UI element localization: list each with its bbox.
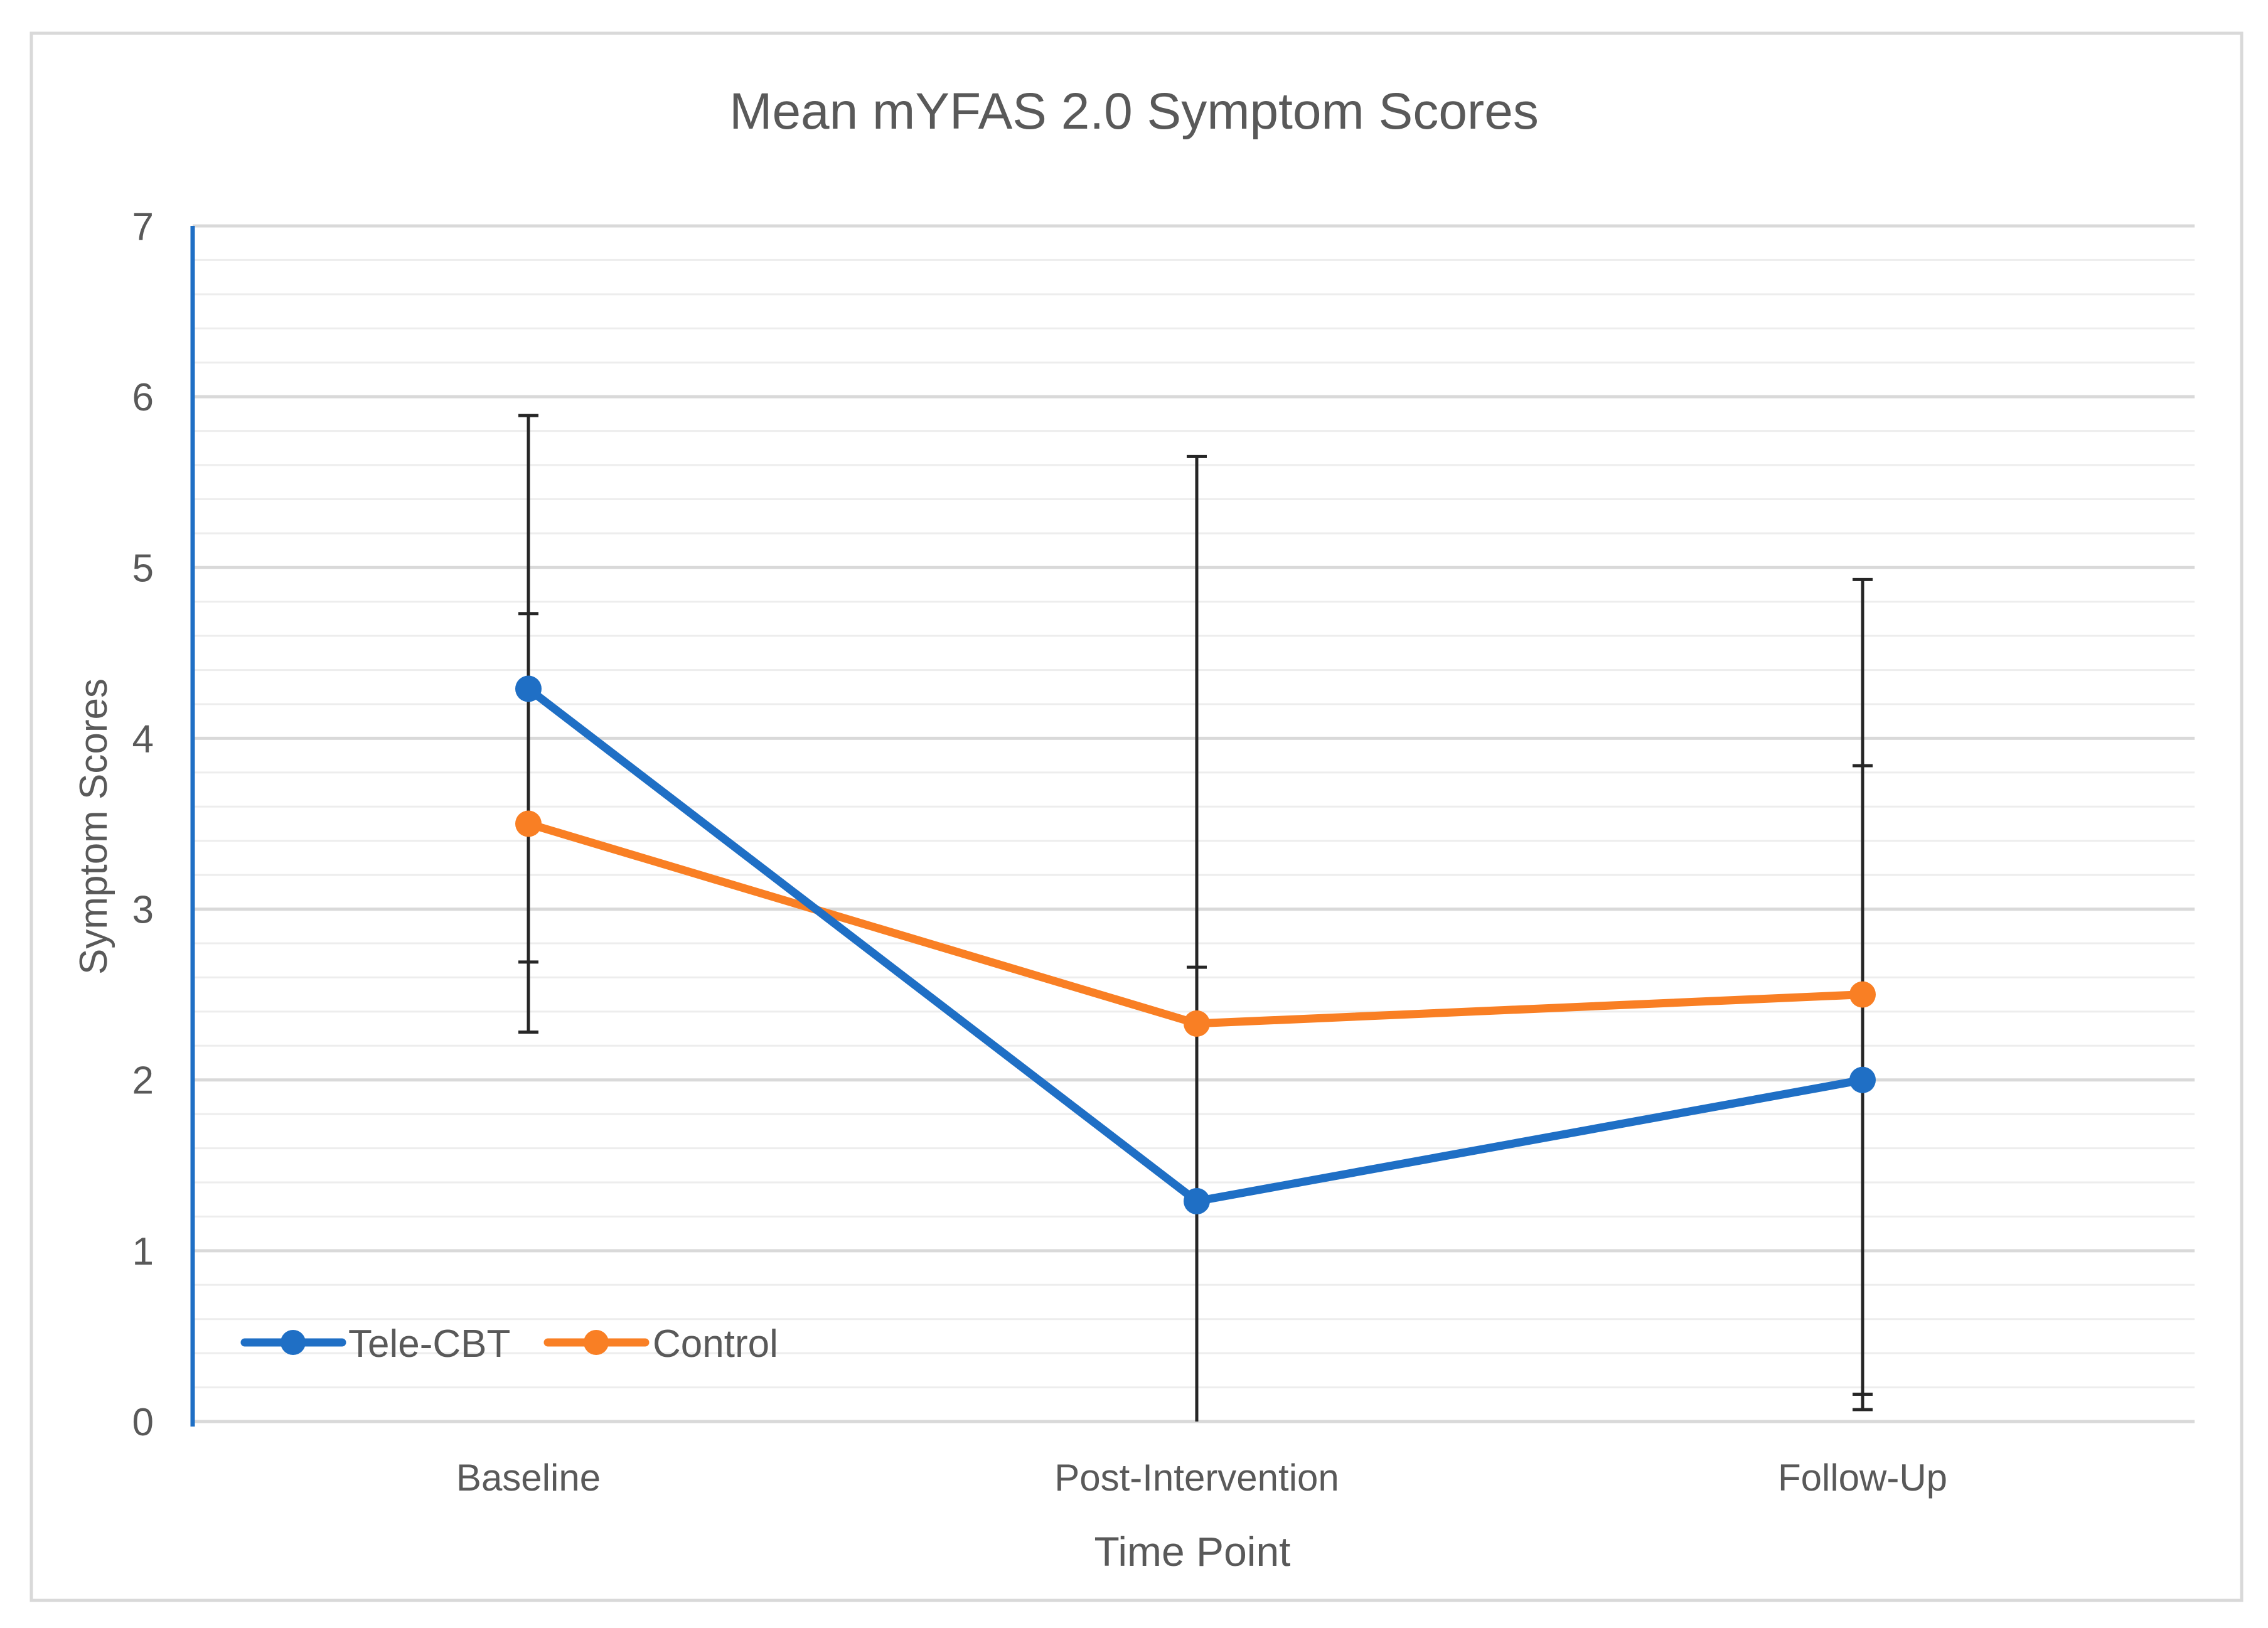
x-axis-label: Time Point xyxy=(1094,1528,1291,1575)
series-points xyxy=(515,675,1876,1214)
y-tick-label-2: 2 xyxy=(132,1059,154,1103)
legend-item-tele-cbt: Tele-CBT xyxy=(240,1322,510,1366)
y-axis-ticks: 0 1 2 3 4 5 6 7 xyxy=(132,205,154,1444)
data-point-control-baseline xyxy=(515,810,542,837)
y-tick-label-1: 1 xyxy=(132,1230,154,1273)
data-point-control-follow-up xyxy=(1849,981,1876,1008)
y-tick-label-3: 3 xyxy=(132,889,154,932)
data-point-control-post-intervention xyxy=(1184,1010,1210,1037)
x-tick-label-baseline: Baseline xyxy=(456,1457,601,1499)
x-tick-label-post-intervention: Post-Intervention xyxy=(1054,1457,1339,1499)
legend-label-tele-cbt: Tele-CBT xyxy=(348,1322,510,1366)
x-tick-label-follow-up: Follow-Up xyxy=(1778,1457,1947,1499)
legend-item-control: Control xyxy=(543,1322,778,1366)
chart-title: Mean mYFAS 2.0 Symptom Scores xyxy=(729,83,1539,140)
legend-label-control: Control xyxy=(653,1322,778,1366)
data-point-tele-cbt-post-intervention xyxy=(1184,1187,1210,1214)
y-tick-label-6: 6 xyxy=(132,376,154,419)
data-point-tele-cbt-baseline xyxy=(515,675,542,702)
legend-marker-control xyxy=(584,1330,609,1355)
major-gridlines xyxy=(193,224,2195,1423)
data-point-tele-cbt-follow-up xyxy=(1849,1066,1876,1093)
y-axis-label: Symptom Scores xyxy=(72,678,115,975)
y-tick-label-0: 0 xyxy=(132,1401,154,1444)
legend: Tele-CBT Control xyxy=(240,1322,778,1366)
y-tick-label-5: 5 xyxy=(132,547,154,590)
y-tick-label-7: 7 xyxy=(132,205,154,249)
y-tick-label-4: 4 xyxy=(132,717,154,761)
x-axis-ticks: Baseline Post-Intervention Follow-Up xyxy=(456,1457,1947,1499)
legend-marker-tele-cbt xyxy=(281,1330,306,1355)
